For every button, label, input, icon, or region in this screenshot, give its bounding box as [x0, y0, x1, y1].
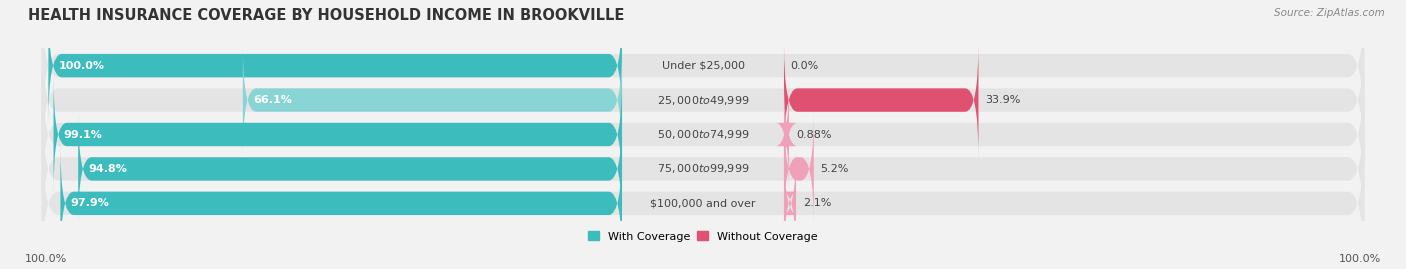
FancyBboxPatch shape — [79, 112, 621, 226]
Text: 33.9%: 33.9% — [986, 95, 1021, 105]
FancyBboxPatch shape — [785, 43, 979, 157]
Text: 0.0%: 0.0% — [790, 61, 818, 71]
FancyBboxPatch shape — [42, 0, 1364, 140]
Text: $25,000 to $49,999: $25,000 to $49,999 — [657, 94, 749, 107]
FancyBboxPatch shape — [42, 26, 1364, 174]
FancyBboxPatch shape — [783, 146, 797, 260]
FancyBboxPatch shape — [60, 146, 621, 260]
Text: 100.0%: 100.0% — [25, 254, 67, 264]
Text: $75,000 to $99,999: $75,000 to $99,999 — [657, 162, 749, 175]
Text: 99.1%: 99.1% — [63, 129, 103, 140]
FancyBboxPatch shape — [776, 77, 797, 192]
Text: 66.1%: 66.1% — [253, 95, 292, 105]
FancyBboxPatch shape — [243, 43, 621, 157]
Text: 100.0%: 100.0% — [59, 61, 104, 71]
Text: $100,000 and over: $100,000 and over — [650, 198, 756, 208]
FancyBboxPatch shape — [785, 112, 814, 226]
FancyBboxPatch shape — [42, 95, 1364, 243]
Text: 0.88%: 0.88% — [796, 129, 831, 140]
Text: 2.1%: 2.1% — [803, 198, 831, 208]
Text: $50,000 to $74,999: $50,000 to $74,999 — [657, 128, 749, 141]
Legend: With Coverage, Without Coverage: With Coverage, Without Coverage — [583, 227, 823, 246]
Text: HEALTH INSURANCE COVERAGE BY HOUSEHOLD INCOME IN BROOKVILLE: HEALTH INSURANCE COVERAGE BY HOUSEHOLD I… — [28, 8, 624, 23]
Text: Under $25,000: Under $25,000 — [661, 61, 745, 71]
FancyBboxPatch shape — [42, 129, 1364, 269]
Text: 5.2%: 5.2% — [821, 164, 849, 174]
Text: 97.9%: 97.9% — [70, 198, 110, 208]
FancyBboxPatch shape — [53, 77, 621, 192]
Text: 94.8%: 94.8% — [89, 164, 127, 174]
FancyBboxPatch shape — [48, 9, 621, 123]
Text: Source: ZipAtlas.com: Source: ZipAtlas.com — [1274, 8, 1385, 18]
Text: 100.0%: 100.0% — [1339, 254, 1381, 264]
FancyBboxPatch shape — [42, 60, 1364, 209]
